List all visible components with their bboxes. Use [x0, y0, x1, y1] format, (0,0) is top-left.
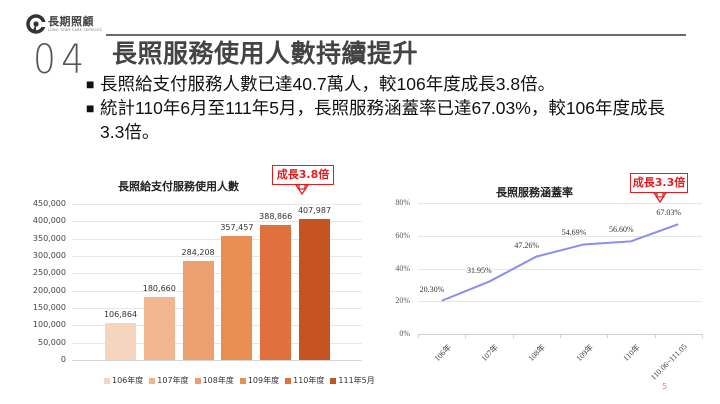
bullet-square-icon: ■	[86, 76, 95, 92]
bullet-item: ■ 統計110年6月至111年5月，長照服務涵蓋率已達67.03%，較106年度…	[86, 96, 706, 144]
y-axis-tick: 250,000	[32, 268, 66, 278]
legend-item: 106年度	[104, 375, 143, 386]
logo-subtitle: LONG TERM CARE SERVICES	[48, 28, 103, 32]
bar	[105, 322, 136, 360]
bar	[299, 218, 330, 360]
y-axis-tick: 150,000	[32, 303, 66, 312]
gridline	[72, 325, 362, 327]
x-axis-tick-mark	[560, 334, 561, 338]
point-value-label: 54.69%	[561, 228, 587, 238]
bar-chart-title: 長照給支付服務使用人數	[118, 180, 239, 193]
gridline	[72, 342, 362, 344]
y-axis-tick: 400,000	[32, 216, 66, 226]
gridline	[418, 301, 702, 303]
y-axis-tick: 450,000	[32, 199, 66, 208]
growth-callout: 成長3.3倍	[630, 173, 688, 193]
gridline	[72, 238, 362, 240]
x-axis-tick-mark	[654, 334, 656, 338]
coverage-line	[441, 223, 679, 302]
growth-callout: 成長3.8倍	[272, 165, 334, 185]
legend-item: 111年5月	[330, 375, 375, 386]
gridline	[418, 203, 702, 204]
point-value-label: 20.30%	[419, 284, 445, 294]
gridline	[72, 308, 362, 309]
legend-swatch-icon	[194, 377, 201, 384]
gridline	[72, 204, 362, 205]
bar-value-label: 180,660	[142, 284, 176, 294]
y-axis-tick: 80%	[395, 198, 410, 207]
bullet-list: ■ 長照給支付服務人數已達40.7萬人，較106年度成長3.8倍。 ■ 統計11…	[86, 72, 706, 144]
y-axis-tick: 100,000	[32, 320, 66, 330]
header-divider	[106, 34, 686, 36]
y-axis-tick: 300,000	[32, 251, 66, 260]
gridline	[72, 290, 362, 292]
legend-label: 108年度	[202, 376, 234, 385]
legend-swatch-icon	[239, 377, 246, 384]
legend-swatch-icon	[104, 377, 110, 384]
bar	[182, 261, 214, 360]
y-axis-tick: 20%	[395, 296, 410, 306]
bullet-square-icon: ■	[86, 100, 95, 116]
callout-arrow-icon	[652, 192, 668, 204]
bar-chart-legend: 106年度 107年度 108年度 109年度 110年度 111年5月	[104, 375, 375, 386]
bar-chart: 長照給支付服務使用人數 成長3.8倍 0 50,000 100,000 150,000…	[0, 160, 375, 404]
bar-value-label: 407,987	[297, 205, 332, 215]
x-axis-tick-mark	[702, 334, 703, 338]
ltc-logo-icon	[26, 14, 46, 34]
legend-swatch-icon	[149, 377, 156, 384]
legend-label: 107年度	[157, 376, 189, 385]
legend-swatch-icon	[285, 377, 292, 384]
y-axis-tick: 0	[60, 355, 66, 364]
point-value-label: 56.60%	[609, 225, 634, 235]
bar	[143, 297, 175, 360]
legend-label: 109年度	[247, 376, 280, 385]
bullet-text: 長照給支付服務人數已達40.7萬人，較106年度成長3.8倍。	[100, 74, 556, 94]
point-value-label: 31.95%	[467, 265, 492, 275]
page-title: 長照服務使用人數持續提升	[112, 39, 419, 68]
x-axis-tick-mark	[465, 334, 467, 338]
legend-item: 109年度	[239, 375, 280, 386]
gridline	[418, 235, 702, 237]
logo: 長期照顧 LONG TERM CARE SERVICES	[26, 12, 106, 40]
bullet-item: ■ 長照給支付服務人數已達40.7萬人，較106年度成長3.8倍。	[86, 72, 706, 96]
point-value-label: 67.03%	[656, 208, 681, 218]
y-axis-tick: 40%	[395, 263, 410, 273]
line-plot-area: 0% 20% 40% 60% 80% 20.30% 106年 31.95% 107年 47.26%…	[370, 160, 720, 404]
y-axis-tick: 0%	[399, 329, 410, 338]
bar-value-label: 106,864	[103, 309, 138, 319]
line-chart-title: 長照服務涵蓋率	[496, 186, 573, 199]
bar	[221, 236, 253, 360]
point-value-label: 47.26%	[514, 240, 539, 250]
logo-name: 長期照顧	[48, 15, 94, 28]
page-number: 5	[662, 382, 668, 391]
x-axis-tick-mark	[418, 334, 419, 338]
x-axis-tick-mark	[607, 334, 609, 338]
bullet-text: 統計110年6月至111年5月，長照服務涵蓋率已達67.03%，較106年度成長…	[100, 98, 666, 142]
y-axis-tick: 200,000	[32, 285, 66, 295]
gridline	[72, 360, 362, 361]
gridline	[72, 221, 362, 223]
bar-value-label: 284,208	[181, 248, 215, 258]
x-axis-tick-mark	[512, 334, 514, 338]
gridline	[418, 268, 702, 270]
legend-label: 106年度	[112, 376, 144, 385]
legend-label: 110年度	[293, 376, 325, 385]
bar-value-label: 388,866	[259, 212, 293, 222]
y-axis-tick: 350,000	[32, 233, 66, 243]
legend-item: 108年度	[194, 375, 234, 386]
section-number: 04	[33, 37, 90, 83]
legend-item: 107年度	[149, 375, 189, 386]
gridline	[72, 256, 362, 257]
bar-value-label: 357,457	[220, 223, 254, 233]
y-axis-tick: 60%	[395, 230, 410, 240]
gridline	[72, 273, 362, 275]
y-axis-tick: 50,000	[38, 337, 66, 347]
bar	[260, 225, 292, 360]
callout-arrow-icon	[294, 184, 310, 196]
legend-item: 110年度	[285, 375, 324, 386]
bar-plot-area: 0 50,000 100,000 150,000 200,000 250,000 300,0…	[0, 160, 370, 404]
legend-swatch-icon	[330, 377, 337, 384]
line-chart: 長照服務涵蓋率 成長3.3倍 0% 20% 40% 60% 80% 20.30% 106年 3…	[370, 160, 720, 404]
legend-label: 111年5月	[338, 376, 375, 385]
